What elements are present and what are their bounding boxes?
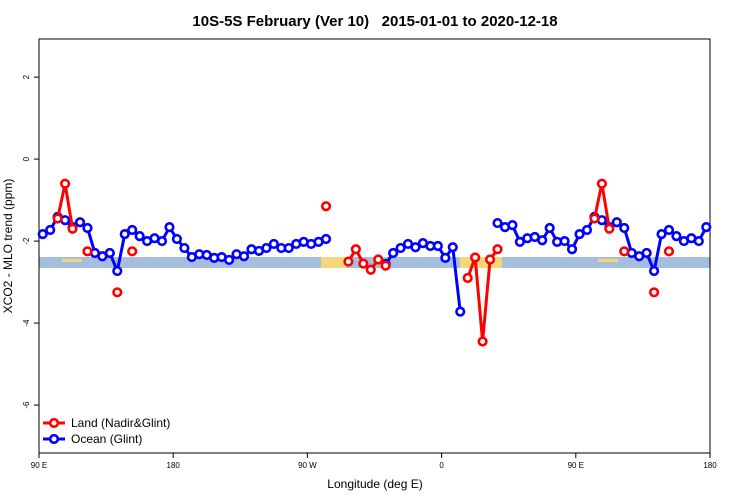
- data-point: [343, 256, 354, 267]
- data-point: [432, 240, 443, 252]
- data-point: [648, 287, 660, 298]
- data-point: [320, 233, 332, 245]
- data-point: [544, 222, 555, 234]
- data-point: [641, 247, 652, 259]
- data-point: [261, 242, 272, 254]
- legend: Land (Nadir&Glint) Ocean (Glint): [43, 416, 170, 446]
- data-point: [671, 231, 682, 242]
- data-point: [283, 242, 294, 254]
- data-point: [119, 229, 130, 240]
- data-point: [470, 252, 481, 263]
- data-point: [648, 265, 660, 277]
- data-point: [395, 242, 406, 254]
- x-tick-label: 180: [703, 461, 717, 470]
- data-point: [596, 178, 607, 189]
- data-point: [455, 306, 466, 317]
- data-point: [268, 238, 279, 250]
- x-tick-label: 90 W: [298, 461, 317, 470]
- data-point: [365, 264, 376, 275]
- land-strip: [321, 257, 346, 268]
- data-point: [127, 246, 138, 257]
- data-point: [619, 246, 630, 257]
- data-point: [611, 217, 622, 228]
- data-point: [566, 244, 578, 255]
- data-point: [484, 254, 496, 265]
- x-tick-label: 90 E: [568, 461, 584, 470]
- y-tick-label: 0: [22, 156, 31, 161]
- data-point: [104, 247, 115, 259]
- land-strip: [62, 259, 82, 262]
- data-point: [663, 224, 675, 236]
- legend-label: Ocean (Glint): [71, 432, 142, 446]
- legend-marker: [48, 417, 60, 429]
- data-point: [492, 244, 503, 255]
- data-point: [112, 287, 123, 298]
- y-tick-label: -2: [22, 237, 31, 245]
- legend-marker: [48, 433, 60, 445]
- data-point: [410, 242, 421, 253]
- data-point: [477, 336, 488, 347]
- data-point: [559, 235, 570, 247]
- legend-label: Land (Nadir&Glint): [71, 416, 170, 430]
- data-point: [373, 254, 384, 265]
- data-point: [514, 236, 525, 248]
- data-point: [238, 251, 250, 262]
- y-axis-label: XCO2 - MLO trend (ppm): [1, 179, 15, 314]
- data-point: [37, 229, 48, 240]
- data-point: [701, 222, 712, 233]
- data-point: [82, 246, 93, 257]
- data-point: [589, 213, 600, 224]
- data-point: [45, 224, 56, 236]
- data-point: [127, 224, 138, 236]
- data-point: [663, 246, 675, 257]
- data-point: [224, 254, 235, 266]
- data-point: [492, 217, 503, 229]
- data-point: [604, 223, 615, 234]
- y-tick-label: -6: [22, 401, 31, 409]
- data-point: [74, 217, 86, 228]
- data-point: [574, 229, 585, 240]
- data-point: [59, 178, 71, 189]
- land-strip: [598, 259, 618, 262]
- chart-title: 10S-5S February (Ver 10) 2015-01-01 to 2…: [192, 13, 557, 30]
- data-point: [179, 242, 190, 254]
- data-point: [507, 219, 518, 231]
- y-tick-label: -4: [22, 319, 31, 327]
- x-tick-label: 0: [439, 461, 444, 470]
- data-point: [164, 222, 175, 233]
- data-point: [693, 235, 704, 247]
- data-point: [388, 247, 399, 259]
- data-point: [82, 222, 93, 234]
- data-point: [52, 213, 63, 224]
- data-point: [112, 265, 123, 277]
- data-point: [380, 260, 391, 271]
- data-point: [156, 235, 168, 247]
- data-point: [320, 201, 332, 212]
- data-point: [619, 222, 630, 234]
- data-point: [134, 231, 145, 242]
- data-point: [171, 233, 183, 245]
- data-point: [581, 224, 593, 236]
- x-tick-label: 90 E: [31, 461, 47, 470]
- plot-frame: [38, 38, 711, 454]
- x-axis-label: Longitude (deg E): [327, 477, 422, 491]
- data-point: [537, 235, 548, 246]
- data-point: [440, 252, 451, 263]
- x-tick-label: 180: [167, 461, 181, 470]
- data-point: [447, 242, 458, 253]
- data-point: [462, 272, 473, 284]
- data-point: [656, 229, 667, 240]
- land-strip: [460, 257, 502, 268]
- y-tick-label: 2: [22, 74, 31, 79]
- data-point: [358, 258, 369, 269]
- data-point: [67, 223, 78, 234]
- data-point: [350, 244, 361, 255]
